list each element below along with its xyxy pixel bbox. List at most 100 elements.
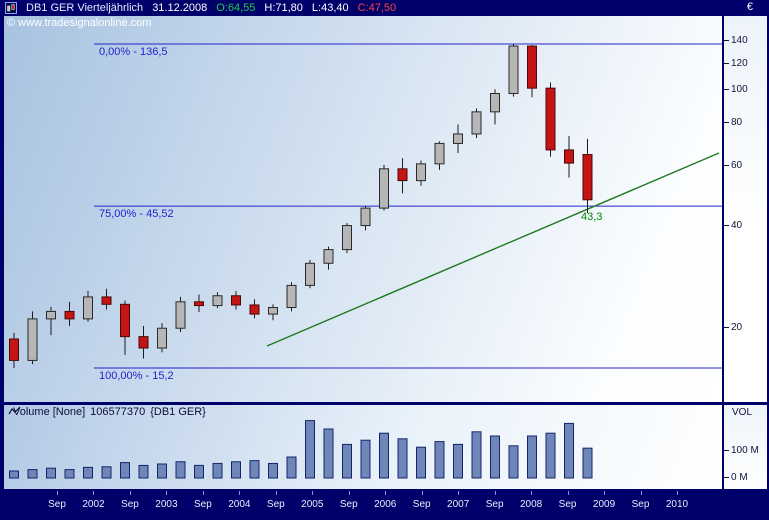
price-axis[interactable]: 140 120 100 80 60 40 20	[724, 16, 767, 402]
price-tick-label: 80	[724, 117, 742, 129]
time-label: 2010	[665, 499, 689, 510]
candle-body	[397, 168, 408, 182]
close-value: C:47,50	[357, 2, 397, 14]
price-tick-label: 40	[724, 219, 742, 231]
time-label: Sep	[48, 499, 66, 510]
fibonacci-label: 75,00% - 45,52	[99, 208, 174, 220]
price-tick-label: 100	[724, 84, 748, 96]
candle-body	[175, 301, 186, 329]
volume-bar	[83, 466, 93, 479]
volume-bar	[527, 435, 537, 479]
price-tick-label: 60	[724, 159, 742, 171]
time-label: Sep	[266, 499, 285, 510]
candle-body	[453, 133, 463, 144]
fibonacci-label: 100,00% - 15,2	[99, 370, 174, 382]
candle-body	[416, 163, 426, 182]
price-chart-pane[interactable]: © www.tradesignalonline.com 0,00% - 136,…	[4, 16, 722, 402]
time-tick	[239, 491, 241, 495]
volume-bar	[508, 445, 519, 479]
volume-instrument: {DB1 GER}	[150, 406, 206, 418]
volume-bar	[138, 464, 149, 479]
volume-axis[interactable]: VOL 100 M 0 M	[724, 405, 767, 489]
time-label: Sep	[339, 499, 358, 510]
time-axis[interactable]: Sep 2002 Sep 2003 Sep 2004 Sep 2005 Sep 2006 Sep 20…	[0, 491, 769, 520]
volume-bar	[157, 463, 167, 479]
time-label: Sep	[193, 499, 212, 510]
volume-bar	[416, 446, 426, 479]
candle-body	[231, 295, 241, 306]
time-tick	[166, 491, 168, 495]
volume-axis-tick: 0 M	[724, 471, 748, 483]
volume-bar	[342, 443, 352, 479]
time-label: 2007	[447, 499, 470, 510]
candle-body	[323, 249, 334, 264]
volume-bar	[397, 438, 408, 479]
time-tick	[57, 491, 58, 495]
open-value: O:64,55	[216, 2, 256, 14]
candle-body	[434, 142, 445, 165]
price-tick-label: 120	[724, 57, 748, 69]
time-tick	[494, 491, 496, 495]
time-tick	[348, 491, 350, 495]
volume-bar	[564, 422, 574, 479]
time-tick	[567, 491, 569, 495]
volume-chart-svg	[9, 420, 593, 479]
time-label: 2008	[519, 499, 543, 510]
candle-body	[490, 93, 500, 113]
time-tick	[458, 491, 460, 495]
volume-bar	[323, 428, 334, 479]
instrument-title: DB1 GER Vierteljährlich	[26, 2, 144, 14]
volume-bar	[249, 460, 260, 479]
candle-body	[360, 207, 371, 227]
candle-body	[64, 310, 75, 320]
low-value: L:43,40	[311, 2, 349, 14]
volume-bar	[101, 466, 112, 479]
time-tick	[531, 491, 533, 495]
candle-body	[27, 318, 38, 361]
fibonacci-label: 0,00% - 136,5	[99, 46, 168, 58]
price-tick-label: 140	[724, 34, 748, 46]
volume-bar	[471, 431, 482, 479]
volume-bar	[305, 420, 315, 479]
volume-bar	[46, 467, 56, 479]
time-label: Sep	[412, 499, 431, 510]
volume-bar	[194, 464, 204, 479]
price-chart-svg: 0,00% - 136,5 75,00% - 45,52 100,00% - 15,…	[9, 43, 722, 382]
candle-body	[286, 284, 297, 309]
time-label: Sep	[631, 499, 650, 510]
time-label: Sep	[558, 499, 577, 510]
trendline[interactable]	[266, 152, 720, 347]
time-tick	[129, 491, 131, 495]
time-label: Sep	[485, 499, 504, 510]
volume-bar	[434, 441, 445, 479]
time-tick	[676, 491, 678, 495]
high-value: H:71,80	[264, 2, 303, 14]
volume-pane[interactable]: Volume [None] 106577370 {DB1 GER}	[4, 405, 722, 489]
volume-bar	[453, 443, 463, 479]
candle-body	[46, 310, 56, 320]
candle-body	[120, 303, 130, 338]
currency-label: €	[746, 1, 753, 13]
price-tick-label: 20	[724, 321, 742, 333]
trendline-value-label: 43,3	[581, 211, 602, 223]
candle-body	[9, 338, 19, 361]
candle-body	[379, 168, 389, 209]
candle-body	[101, 296, 112, 305]
volume-value: 106577370	[90, 406, 146, 418]
candle-body	[582, 154, 593, 201]
time-tick	[421, 491, 423, 495]
volume-bar	[360, 439, 371, 479]
volume-bar	[9, 470, 19, 479]
time-label: 2005	[301, 499, 324, 510]
watermark: © www.tradesignalonline.com	[7, 17, 152, 29]
titlebar: DB1 GER Vierteljährlich 31.12.2008 O:64,…	[0, 0, 769, 16]
volume-bar	[64, 469, 75, 479]
candle-body	[212, 295, 223, 307]
time-tick	[604, 491, 606, 495]
volume-bar	[268, 462, 278, 479]
candle-body	[268, 307, 278, 315]
time-tick	[275, 491, 277, 495]
volume-axis-title: VOL	[732, 407, 753, 418]
candle-body	[545, 87, 556, 151]
